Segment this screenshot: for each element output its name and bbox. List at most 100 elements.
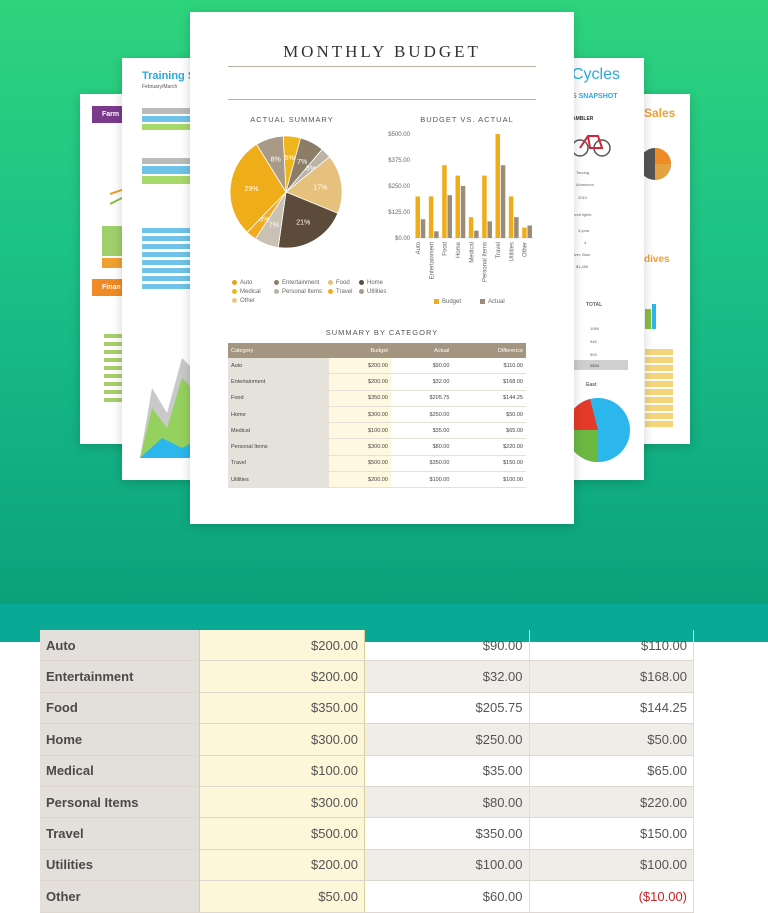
y-tick-label: $0.00 <box>395 236 411 242</box>
pie-slice-label: 3% <box>306 165 316 172</box>
actual-cell: $35.00 <box>364 755 530 787</box>
pie-slice-label: 29% <box>244 186 258 193</box>
pie-legend-item: Home <box>359 280 383 286</box>
pie-legend-item: Travel <box>328 289 352 295</box>
y-tick-label: $500.00 <box>388 132 410 138</box>
bar-actual <box>487 221 492 238</box>
difference-cell: $220.00 <box>529 786 694 819</box>
legend-dot-icon <box>274 280 279 285</box>
legend-swatch-icon <box>434 299 439 304</box>
value-cell: $500.00 <box>329 455 391 473</box>
legend-label: Travel <box>336 289 353 296</box>
farm-ribbon: Farm <box>92 106 128 123</box>
legend-label: Medical <box>240 289 261 296</box>
template-preview-monthly-budget[interactable]: MONTHLY BUDGET ACTUAL SUMMARY BUDGET VS.… <box>190 12 574 524</box>
monthly-budget-title: MONTHLY BUDGET <box>283 42 481 61</box>
actual-cell: $90.00 <box>364 630 530 662</box>
cycles-row-5: 3-year <box>578 228 590 233</box>
category-cell: Travel <box>228 455 330 473</box>
value-cell: $100.00 <box>390 471 453 489</box>
category-cell: Auto <box>228 358 330 375</box>
table-row: Utilities $200.00 $100.00 $100.00 <box>40 849 694 882</box>
table-row: Food $350.00 $205.75 $144.25 <box>40 692 694 725</box>
actual-cell: $250.00 <box>364 723 530 756</box>
summary-by-category-table: Auto $200.00 $90.00 $110.00 Entertainment $20… <box>40 630 694 913</box>
x-tick-label: Auto <box>416 241 422 254</box>
difference-cell: ($10.00) <box>529 880 694 913</box>
category-cell: Medical <box>228 422 330 440</box>
budget-cell: $200.00 <box>199 630 365 662</box>
bar-actual <box>447 195 452 238</box>
category-cell: Entertainment <box>40 660 200 693</box>
table-row: Auto $200.00 $90.00 $110.00 <box>40 630 694 662</box>
cycles-row-1: Touring <box>576 170 590 175</box>
training-subtitle: February/March <box>142 84 178 90</box>
value-cell: $50.00 <box>452 406 526 424</box>
difference-cell: $100.00 <box>529 849 694 882</box>
cycles-row-8: $1,450 <box>576 264 589 269</box>
budget-cell: $500.00 <box>199 817 365 850</box>
bar-actual <box>460 186 466 238</box>
legend-dot-icon <box>232 289 237 294</box>
table-row: Other $50.00 $60.00 ($10.00) <box>40 880 694 913</box>
category-cell: Travel <box>40 817 200 850</box>
value-cell: $110.00 <box>452 358 526 375</box>
legend-dot-icon <box>328 280 333 285</box>
y-tick-label: $375.00 <box>388 158 410 164</box>
cycles-row-4: o-powered lights <box>562 212 592 217</box>
table-row: Travel $500.00 $350.00 $150.00 <box>228 455 526 473</box>
category-cell: Personal Items <box>40 786 200 819</box>
value-cell: $200.00 <box>329 471 391 489</box>
budget-cell: $50.00 <box>199 880 365 913</box>
cycles-total-1: 946 <box>590 339 597 344</box>
pie-legend-item: Personal Items <box>274 289 322 295</box>
table-row: Entertainment $200.00 $32.00 $168.00 <box>40 660 694 693</box>
column-header: Category <box>228 343 330 358</box>
table-header-row: Category Budget Actual Difference <box>228 343 526 358</box>
pie-slice-label: 5% <box>285 155 295 162</box>
pie-slice <box>277 191 339 249</box>
pie-slice <box>285 156 343 214</box>
legend-label: Utilities <box>367 289 387 296</box>
budget-cell: $200.00 <box>199 849 365 882</box>
pie-legend-item: Medical <box>232 289 261 295</box>
bar-legend-item: Budget <box>434 299 461 305</box>
pie-legend: Auto Entertainment Food Home Medical Personal… <box>232 280 392 310</box>
table-row: Utilities $200.00 $100.00 $100.00 <box>228 471 526 489</box>
difference-cell: $168.00 <box>529 660 694 693</box>
cycles-row-7: k, Silver, Blue <box>566 252 591 257</box>
category-cell: Other <box>40 880 200 913</box>
actual-cell: $80.00 <box>364 786 530 819</box>
table-row: Medical $100.00 $35.00 $65.00 <box>228 422 526 440</box>
budget-cell: $100.00 <box>199 755 365 787</box>
actual-summary-pie: 5%7%3%17%21%7%3%29%8% <box>230 135 343 249</box>
cycles-subtitle: S SNAPSHOT <box>572 93 618 100</box>
pie-slice-label: 21% <box>296 220 310 227</box>
difference-cell: $50.00 <box>529 723 694 756</box>
category-cell: Food <box>40 692 200 725</box>
x-tick-label: Personal Items <box>483 242 489 282</box>
category-cell: Utilities <box>40 849 200 882</box>
category-cell: Auto <box>40 630 200 662</box>
difference-cell: $144.25 <box>529 692 694 725</box>
value-cell: $150.00 <box>452 455 526 473</box>
pie-legend-item: Other <box>232 298 255 304</box>
table-row: Personal Items $300.00 $80.00 $220.00 <box>228 438 526 456</box>
budget-cell: $300.00 <box>199 786 365 819</box>
title-rule-bottom <box>228 99 536 100</box>
cycles-total-3: 2524 <box>590 363 599 368</box>
pie-slice-label: 17% <box>313 185 327 192</box>
value-cell: $35.00 <box>390 422 453 440</box>
column-header: Difference <box>452 343 526 358</box>
category-cell: Entertainment <box>228 373 330 391</box>
title-rule-top <box>228 66 536 67</box>
legend-label: Food <box>336 280 350 287</box>
bar-budget <box>495 134 500 238</box>
legend-dot-icon <box>359 289 364 294</box>
bar-legend: Budget Actual <box>434 299 524 309</box>
bar-budget <box>508 196 514 238</box>
value-cell: $100.00 <box>329 422 391 440</box>
value-cell: $32.00 <box>390 373 453 391</box>
legend-label: Home <box>367 280 384 287</box>
legend-label: Budget <box>442 299 462 306</box>
